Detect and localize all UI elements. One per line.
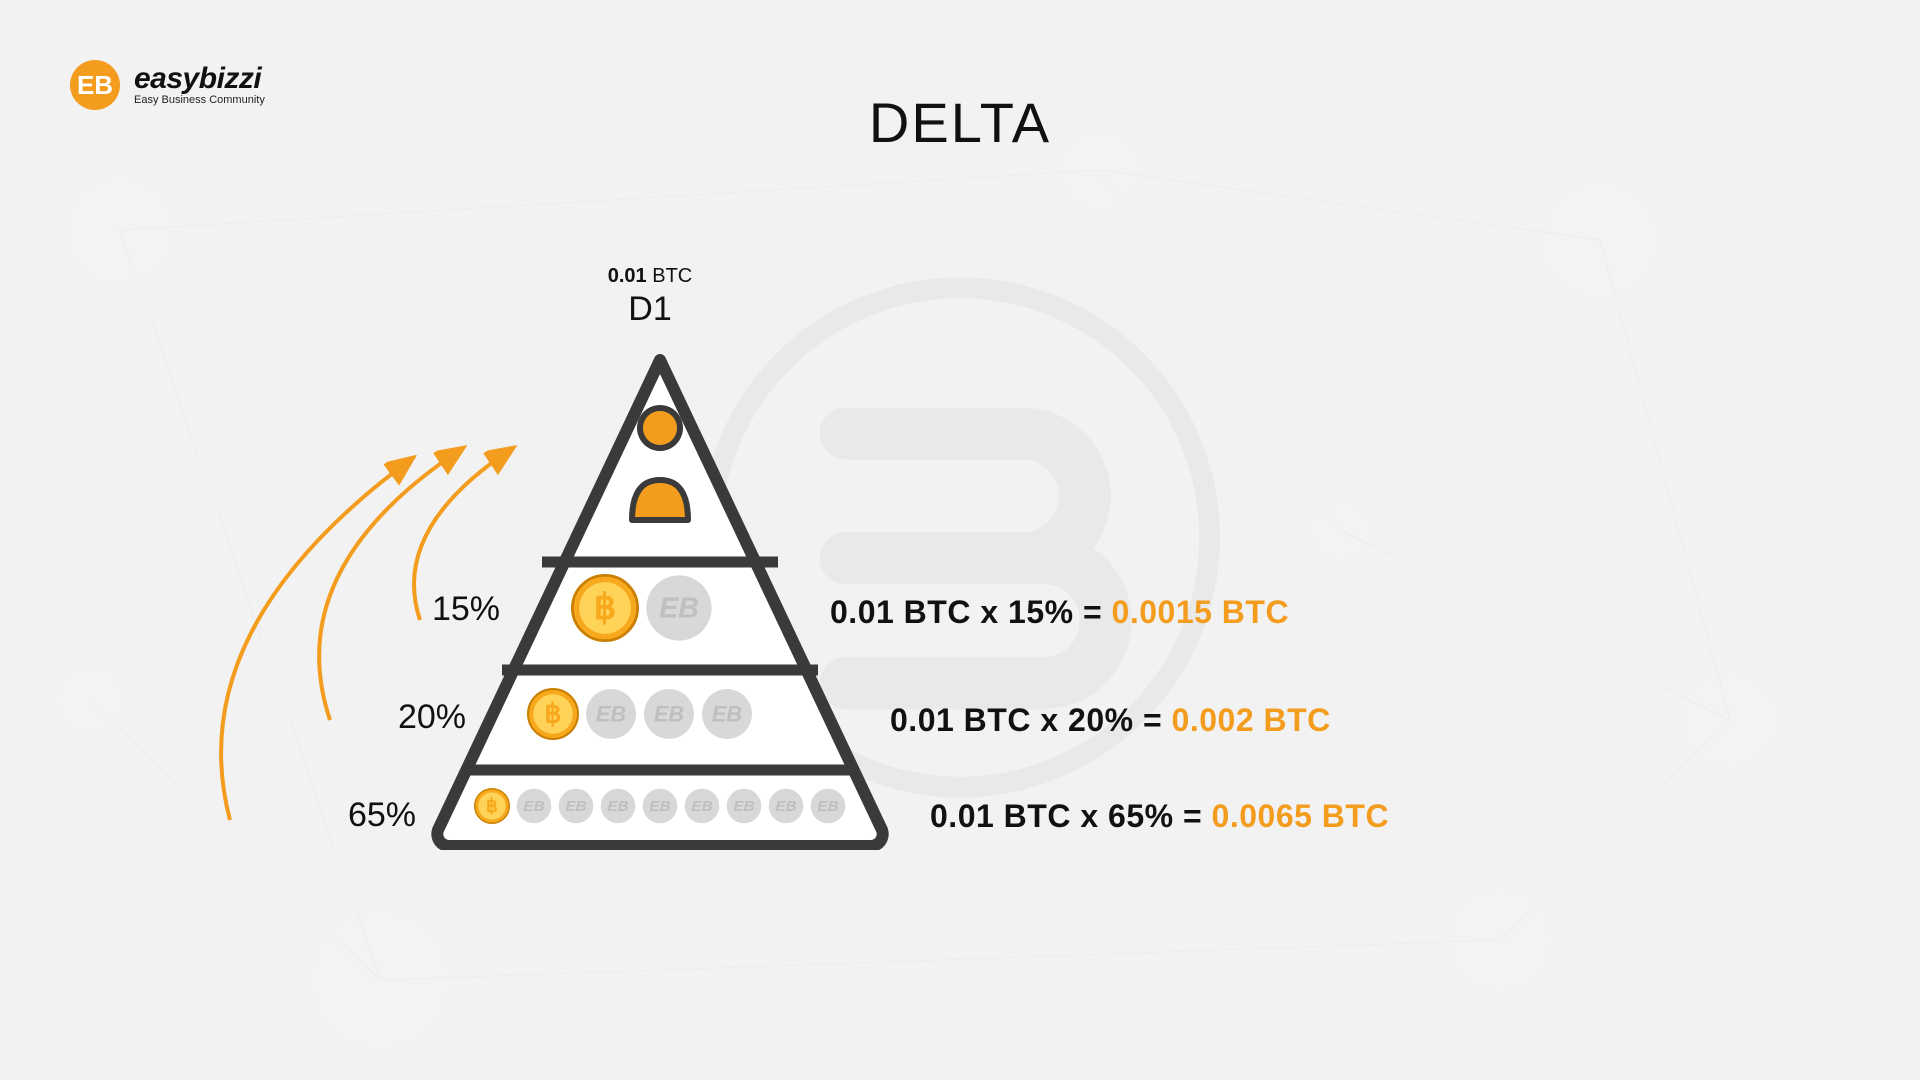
- eb-coin-icon: ЕB: [558, 788, 594, 824]
- svg-text:ЕB: ЕB: [712, 701, 742, 726]
- brand-mark-icon: ЕB: [70, 60, 120, 110]
- eb-coin-icon: ЕB: [516, 788, 552, 824]
- level-formula-2: 0.01 BTC x 20% = 0.002 BTC: [890, 702, 1331, 739]
- eb-coin-icon: ЕB: [684, 788, 720, 824]
- bitcoin-icon: ฿: [527, 688, 579, 740]
- eb-coin-icon: ЕB: [810, 788, 846, 824]
- eb-coin-icon: ЕB: [701, 688, 753, 740]
- eb-coin-icon: ЕB: [726, 788, 762, 824]
- brand-logo: ЕB easybizzi Easy Business Community: [70, 60, 265, 110]
- svg-text:ЕB: ЕB: [566, 798, 587, 815]
- coin-row-2: ฿ ЕB ЕB ЕB: [510, 688, 770, 740]
- level-percent-1: 15%: [380, 590, 500, 629]
- coin-row-1: ฿ ЕB: [562, 574, 722, 642]
- brand-mark-text: ЕB: [77, 70, 113, 101]
- page-title: DELTA: [869, 90, 1051, 155]
- formula-prefix: 0.01 BTC x 20% =: [890, 702, 1172, 738]
- brand-name: easybizzi: [134, 63, 265, 95]
- formula-result: 0.0065 BTC: [1212, 798, 1390, 834]
- bitcoin-icon: ฿: [571, 574, 639, 642]
- svg-text:ЕB: ЕB: [734, 798, 755, 815]
- eb-coin-icon: ЕB: [585, 688, 637, 740]
- brand-tagline: Easy Business Community: [134, 95, 265, 107]
- eb-coin-icon: ЕB: [642, 788, 678, 824]
- svg-text:ЕB: ЕB: [692, 798, 713, 815]
- bitcoin-icon: ฿: [474, 788, 510, 824]
- level-formula-3: 0.01 BTC x 65% = 0.0065 BTC: [930, 798, 1389, 835]
- pyramid-top-label: 0.01 BTC D1: [580, 265, 720, 329]
- pyramid-top-level: D1: [580, 290, 720, 329]
- svg-text:฿: ฿: [486, 795, 498, 816]
- svg-text:ЕB: ЕB: [650, 798, 671, 815]
- svg-text:ЕB: ЕB: [659, 593, 699, 625]
- svg-text:ЕB: ЕB: [596, 701, 626, 726]
- eb-coin-icon: ЕB: [600, 788, 636, 824]
- formula-result: 0.002 BTC: [1172, 702, 1331, 738]
- eb-coin-icon: ЕB: [645, 574, 713, 642]
- pyramid-top-amount-unit: BTC: [647, 265, 693, 287]
- svg-text:ЕB: ЕB: [818, 798, 839, 815]
- level-percent-2: 20%: [346, 698, 466, 737]
- level-percent-3: 65%: [296, 796, 416, 835]
- level-formula-1: 0.01 BTC x 15% = 0.0015 BTC: [830, 594, 1289, 631]
- pyramid-top-amount-bold: 0.01: [608, 265, 647, 287]
- svg-text:฿: ฿: [594, 588, 617, 627]
- eb-coin-icon: ЕB: [768, 788, 804, 824]
- formula-prefix: 0.01 BTC x 15% =: [830, 594, 1112, 630]
- formula-result: 0.0015 BTC: [1112, 594, 1290, 630]
- eb-coin-icon: ЕB: [643, 688, 695, 740]
- svg-text:ЕB: ЕB: [654, 701, 684, 726]
- svg-text:ЕB: ЕB: [608, 798, 629, 815]
- coin-row-3: ฿ ЕB ЕB ЕB ЕB ЕB ЕB ЕB ЕB: [460, 788, 860, 824]
- formula-prefix: 0.01 BTC x 65% =: [930, 798, 1212, 834]
- svg-text:ЕB: ЕB: [524, 798, 545, 815]
- svg-text:฿: ฿: [544, 698, 561, 728]
- svg-text:ЕB: ЕB: [776, 798, 797, 815]
